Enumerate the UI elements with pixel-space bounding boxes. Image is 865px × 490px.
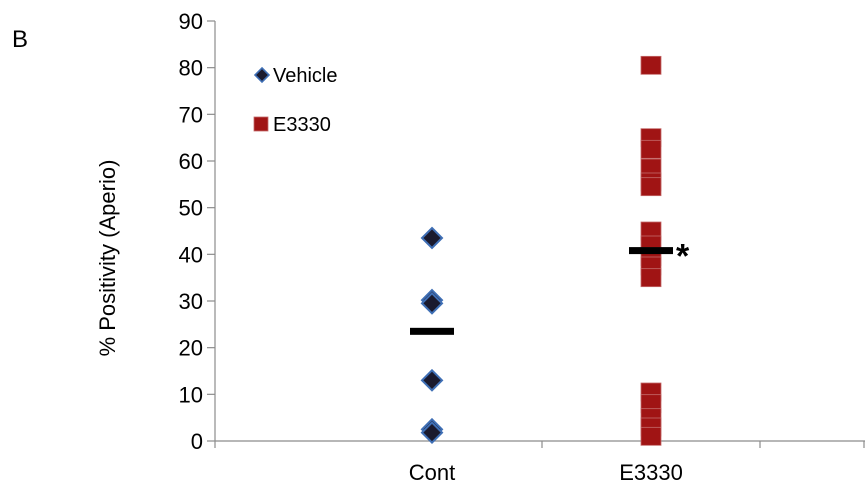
y-tick-label: 60 <box>179 149 203 174</box>
y-tick-label: 10 <box>179 382 203 407</box>
data-point <box>640 177 662 197</box>
y-tick-label: 20 <box>179 336 203 361</box>
data-marks: * <box>410 55 690 446</box>
data-point <box>640 268 662 288</box>
mean-bar <box>629 247 673 255</box>
y-tick-label: 30 <box>179 289 203 314</box>
x-tick-label: Cont <box>409 460 455 485</box>
data-point <box>420 368 444 392</box>
mean-bar <box>410 327 454 335</box>
data-point <box>640 55 662 75</box>
data-point <box>420 291 444 315</box>
data-point <box>420 421 444 445</box>
legend: Vehicle E3330 <box>253 65 338 136</box>
y-axis-label: % Positivity (Aperio) <box>95 160 120 357</box>
significance-marker: * <box>676 238 690 276</box>
panel-label: B <box>12 26 29 53</box>
data-point <box>420 226 444 250</box>
y-tick-label: 70 <box>179 102 203 127</box>
legend-marker <box>253 66 271 84</box>
axes: 0 10 20 30 40 50 60 70 80 90 Cont E3330 <box>179 9 865 485</box>
y-tick-label: 40 <box>179 242 203 267</box>
y-tick-label: 50 <box>179 196 203 221</box>
y-tick-label: 80 <box>179 56 203 81</box>
data-point <box>640 139 662 159</box>
x-tick-label: E3330 <box>619 460 683 485</box>
y-tick-label: 90 <box>179 9 203 34</box>
y-tick-label: 0 <box>191 429 203 454</box>
data-point <box>640 426 662 446</box>
legend-label: E3330 <box>273 114 331 136</box>
legend-marker <box>253 116 269 132</box>
legend-label: Vehicle <box>273 65 338 87</box>
